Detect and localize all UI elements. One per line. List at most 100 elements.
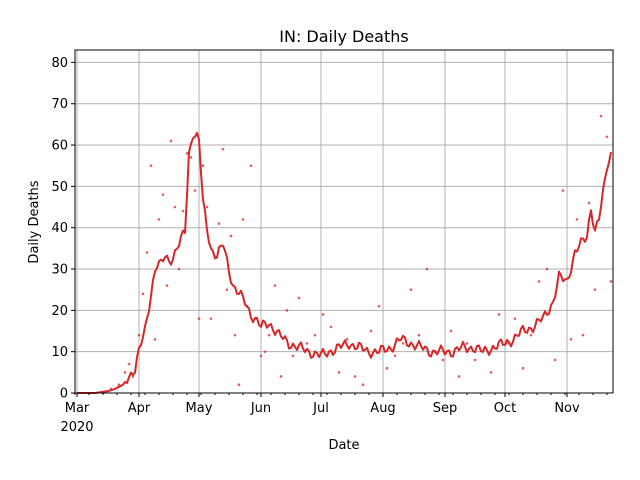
- data-point: [353, 375, 357, 378]
- data-point: [259, 354, 263, 358]
- data-point: [345, 337, 349, 341]
- data-point: [141, 292, 145, 296]
- y-tick-label: 0: [60, 387, 68, 402]
- data-point: [169, 139, 173, 143]
- data-point: [609, 280, 613, 283]
- x-tick-label: Nov: [554, 401, 580, 416]
- x-tick-label: May: [186, 401, 213, 416]
- chart-title: IN: Daily Deaths: [279, 27, 408, 46]
- data-point: [561, 189, 565, 192]
- data-point: [393, 354, 397, 358]
- data-point: [225, 288, 229, 291]
- data-point: [185, 152, 189, 155]
- data-point: [513, 317, 517, 320]
- y-tick-label: 40: [51, 221, 68, 236]
- data-point: [131, 375, 135, 378]
- data-point: [193, 189, 197, 192]
- data-point: [197, 317, 201, 320]
- data-point: [145, 251, 149, 254]
- data-point: [305, 342, 309, 345]
- data-point: [441, 358, 445, 362]
- data-point: [497, 313, 501, 316]
- data-point: [553, 358, 557, 362]
- data-point: [377, 304, 381, 308]
- data-point: [457, 375, 461, 378]
- data-point: [409, 288, 413, 291]
- data-point: [127, 362, 131, 366]
- data-point: [569, 337, 573, 341]
- y-tick-label: 70: [51, 97, 68, 112]
- data-point: [263, 350, 267, 353]
- data-point: [189, 156, 193, 159]
- data-point: [417, 333, 421, 337]
- data-point: [217, 222, 221, 225]
- data-point: [233, 333, 237, 337]
- data-point: [599, 114, 603, 118]
- data-point: [401, 342, 405, 345]
- data-point: [205, 205, 209, 209]
- data-point: [157, 218, 161, 221]
- data-point: [229, 234, 233, 238]
- x-tick-label: Aug: [370, 401, 395, 416]
- data-point: [313, 333, 317, 337]
- data-point: [321, 313, 325, 316]
- data-point: [329, 325, 333, 329]
- x-tick-label: Mar: [65, 401, 90, 416]
- y-tick-label: 10: [51, 345, 68, 360]
- y-tick-label: 20: [51, 304, 68, 319]
- data-point: [489, 371, 493, 374]
- x-axis-label: Date: [328, 438, 359, 453]
- data-point: [237, 383, 241, 387]
- y-tick-label: 30: [51, 263, 68, 278]
- data-point: [267, 333, 271, 337]
- data-point: [449, 329, 453, 333]
- x-tick-year-label: 2020: [60, 420, 93, 435]
- data-point: [279, 375, 283, 378]
- data-point: [575, 218, 579, 221]
- data-point: [425, 267, 429, 271]
- data-point: [593, 288, 597, 291]
- data-point: [173, 205, 177, 209]
- data-point: [465, 342, 469, 345]
- data-point: [521, 366, 525, 370]
- x-tick-label: Jul: [312, 401, 329, 416]
- data-point: [221, 147, 225, 151]
- data-point: [285, 309, 289, 312]
- data-point: [273, 284, 277, 287]
- ticks-layer: 0 10 20 30 40 50 60 70 80 Mar 2020 Apr May Jun Jul Aug S…: [51, 56, 608, 435]
- x-tick-label: Sep: [433, 401, 458, 416]
- y-tick-label: 60: [51, 139, 68, 154]
- data-point: [181, 209, 185, 213]
- data-point: [149, 164, 153, 168]
- data-point: [165, 284, 169, 287]
- y-tick-label: 50: [51, 180, 68, 195]
- y-axis-label: Daily Deaths: [27, 180, 42, 263]
- data-point: [369, 329, 373, 333]
- data-point: [605, 135, 609, 139]
- data-point: [161, 193, 165, 196]
- data-point: [385, 366, 389, 370]
- data-point: [529, 333, 533, 337]
- x-tick-label: Oct: [494, 401, 516, 416]
- plot-frame: [74, 49, 614, 394]
- data-point: [209, 317, 213, 320]
- data-point: [201, 164, 205, 168]
- data-point: [581, 333, 585, 337]
- x-tick-label: Jun: [250, 401, 271, 416]
- data-point: [249, 164, 253, 168]
- data-point: [177, 267, 181, 271]
- data-point: [153, 337, 157, 341]
- data-point: [241, 218, 245, 221]
- data-point: [137, 333, 141, 337]
- x-tick-label: Apr: [128, 401, 151, 416]
- data-point: [291, 354, 295, 358]
- data-point: [587, 201, 591, 205]
- data-point: [361, 383, 365, 387]
- data-point: [337, 371, 341, 374]
- data-point: [123, 371, 127, 374]
- series-line: [77, 131, 612, 394]
- data-point: [537, 280, 541, 283]
- data-point: [545, 267, 549, 271]
